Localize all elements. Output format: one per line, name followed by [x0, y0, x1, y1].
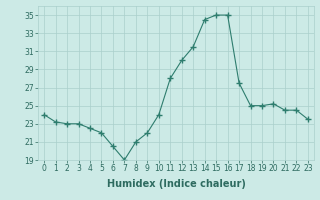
X-axis label: Humidex (Indice chaleur): Humidex (Indice chaleur)	[107, 179, 245, 189]
